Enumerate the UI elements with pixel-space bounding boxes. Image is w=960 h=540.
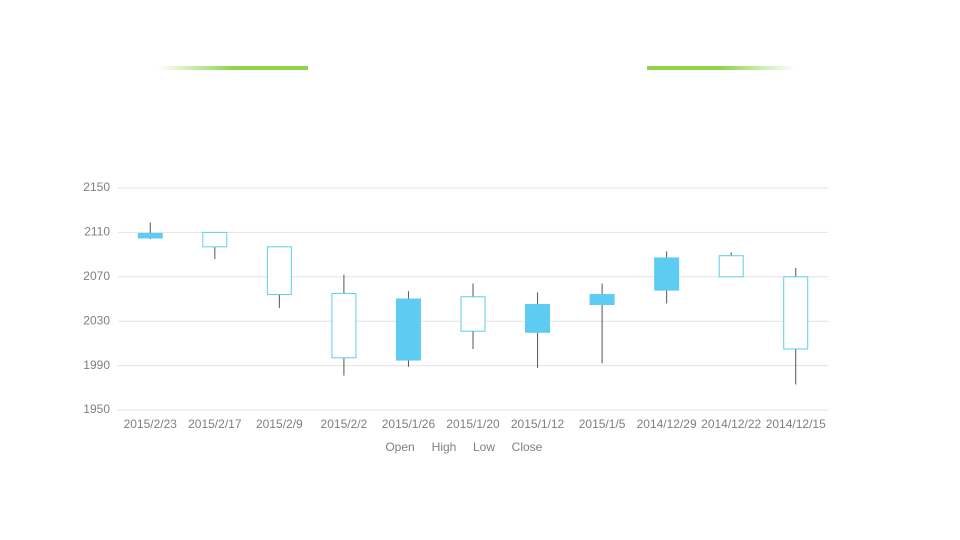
y-tick-label: 2150 (83, 180, 110, 194)
x-tick-label: 2015/1/26 (382, 417, 436, 431)
x-tick-label: 2014/12/22 (701, 417, 761, 431)
legend-entry: Open (385, 440, 414, 454)
x-tick-label: 2015/2/2 (321, 417, 368, 431)
legend-entry: Close (512, 440, 543, 454)
decor-line (647, 66, 795, 70)
candle-body (460, 296, 486, 332)
x-tick-label: 2014/12/15 (766, 417, 826, 431)
candle-body (137, 233, 163, 239)
x-tick-label: 2015/1/12 (511, 417, 565, 431)
y-tick-label: 2110 (84, 225, 110, 239)
decor-line (158, 66, 308, 70)
y-tick-label: 2070 (83, 269, 110, 283)
candle-body (202, 231, 228, 248)
y-tick-label: 1990 (83, 358, 110, 372)
candle-body (718, 255, 744, 278)
x-tick-label: 2015/1/5 (579, 417, 626, 431)
candle-body (589, 294, 615, 306)
candle-body (654, 257, 680, 291)
x-tick-label: 2014/12/29 (637, 417, 697, 431)
x-tick-label: 2015/2/17 (188, 417, 242, 431)
candle-body (783, 276, 809, 350)
candle-body (395, 298, 421, 361)
candle-body (525, 304, 551, 333)
x-tick-label: 2015/2/23 (124, 417, 178, 431)
candle-body (266, 246, 292, 296)
legend-entry: High (432, 440, 457, 454)
x-tick-label: 2015/1/20 (446, 417, 500, 431)
y-tick-label: 1950 (83, 402, 110, 416)
legend-entry: Low (473, 440, 495, 454)
x-tick-label: 2015/2/9 (256, 417, 303, 431)
candle-body (331, 292, 357, 359)
y-tick-label: 2030 (83, 313, 110, 327)
